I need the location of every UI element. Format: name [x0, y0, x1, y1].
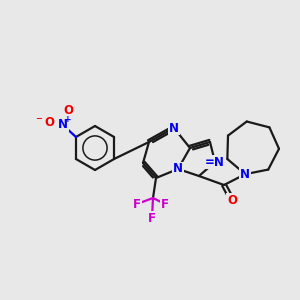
Text: N: N	[169, 122, 179, 134]
Text: +: +	[64, 115, 72, 124]
Text: N: N	[240, 168, 250, 181]
Text: =N: =N	[205, 155, 225, 169]
Text: N: N	[58, 118, 68, 131]
Text: F: F	[133, 197, 141, 211]
Text: O: O	[227, 194, 237, 206]
Text: $\mathregular{^-}$O: $\mathregular{^-}$O	[34, 116, 56, 130]
Text: F: F	[161, 197, 169, 211]
Text: O: O	[63, 104, 73, 118]
Text: N: N	[173, 163, 183, 176]
Text: F: F	[148, 212, 156, 224]
